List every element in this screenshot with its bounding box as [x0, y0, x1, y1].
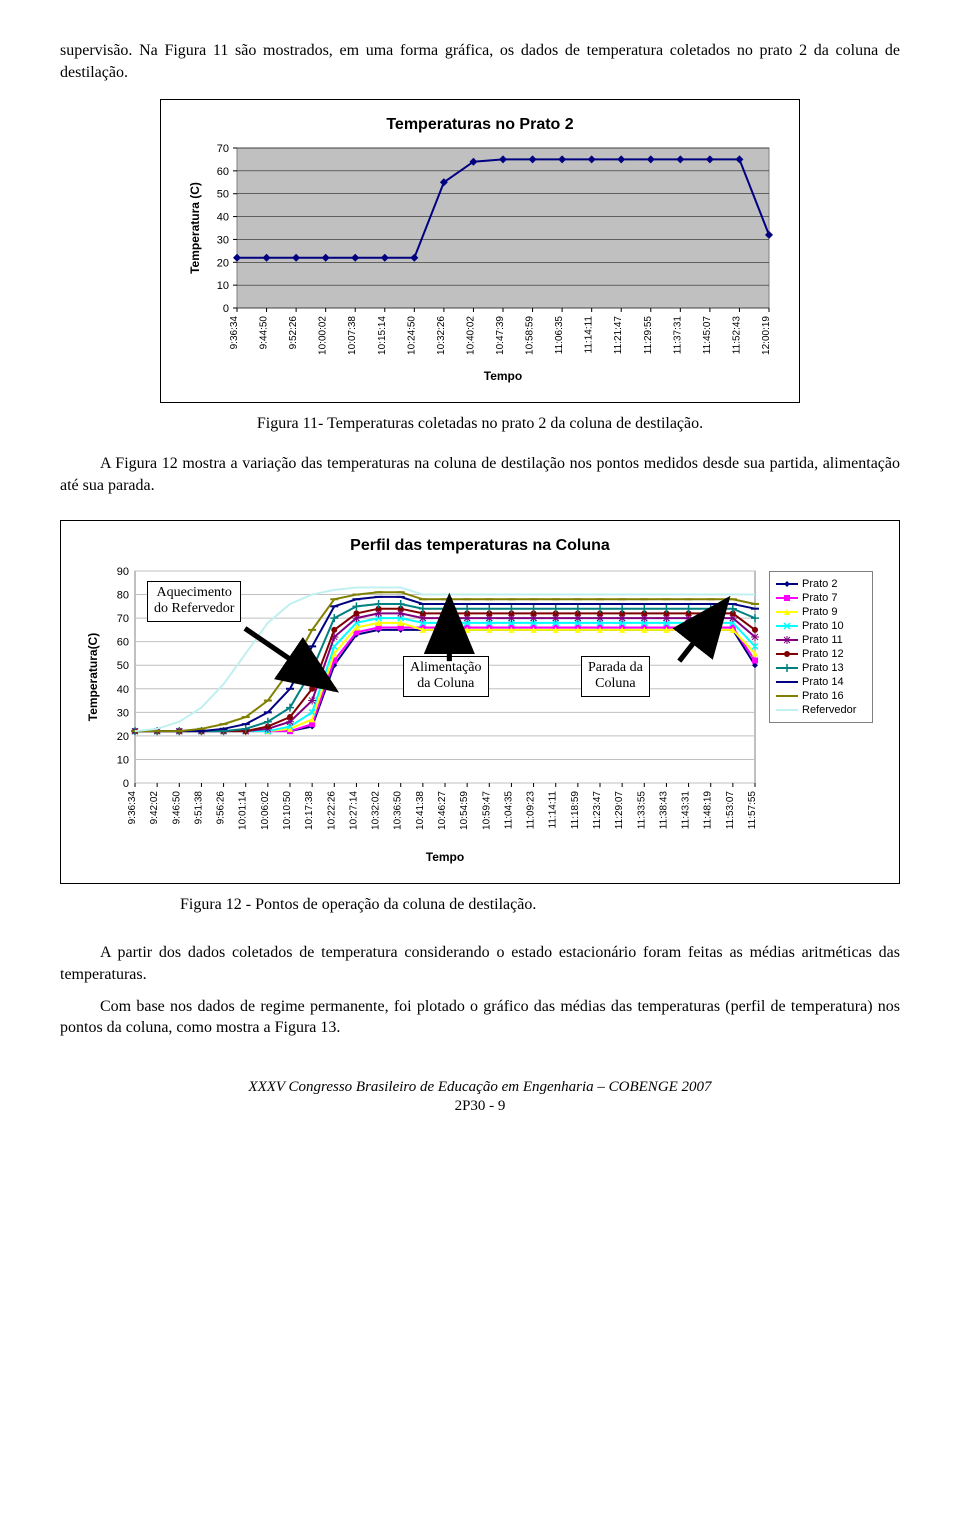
paragraph-2: A Figura 12 mostra a variação das temper…	[60, 453, 900, 496]
svg-text:Temperatura(C): Temperatura(C)	[86, 633, 100, 721]
caption-figura-11: Figura 11- Temperaturas coletadas no pra…	[60, 415, 900, 433]
svg-text:11:21:47: 11:21:47	[613, 316, 624, 355]
svg-text:11:18:59: 11:18:59	[570, 791, 581, 830]
svg-text:9:36:34: 9:36:34	[229, 316, 240, 350]
footer-page: 2P30 - 9	[60, 1098, 900, 1115]
svg-text:30: 30	[217, 235, 229, 247]
svg-text:20: 20	[117, 731, 129, 743]
svg-text:9:36:34: 9:36:34	[127, 791, 138, 825]
svg-text:10:32:26: 10:32:26	[436, 316, 447, 355]
svg-text:10:10:50: 10:10:50	[282, 791, 293, 830]
svg-text:10:54:59: 10:54:59	[459, 791, 470, 830]
svg-text:9:44:50: 9:44:50	[259, 316, 270, 350]
chart2-title: Perfil das temperaturas na Coluna	[83, 537, 877, 555]
svg-text:Temperatura (C): Temperatura (C)	[188, 182, 202, 274]
chart1-title: Temperaturas no Prato 2	[183, 116, 777, 134]
paragraph-4: Com base nos dados de regime permanente,…	[60, 996, 900, 1039]
svg-text:Tempo: Tempo	[426, 850, 464, 864]
ann-aquec-line1: Aquecimento	[157, 585, 232, 600]
svg-text:10:01:14: 10:01:14	[238, 791, 249, 830]
svg-text:70: 70	[217, 144, 229, 155]
svg-text:20: 20	[217, 257, 229, 269]
svg-text:10:46:27: 10:46:27	[437, 791, 448, 830]
svg-text:10:06:02: 10:06:02	[260, 791, 271, 830]
svg-text:10:15:14: 10:15:14	[377, 316, 388, 355]
svg-text:10:27:14: 10:27:14	[348, 791, 359, 830]
svg-text:10:40:02: 10:40:02	[465, 316, 476, 355]
svg-text:11:09:23: 11:09:23	[526, 791, 537, 830]
svg-text:11:29:55: 11:29:55	[643, 316, 654, 355]
svg-text:80: 80	[117, 590, 129, 602]
svg-text:10:22:26: 10:22:26	[326, 791, 337, 830]
svg-text:9:42:02: 9:42:02	[149, 791, 160, 825]
chart1-svg: 0 10 20 30 40 50 60 70 9:36:34 9:44:50 9:52:26 10:0…	[183, 144, 779, 384]
svg-text:11:06:35: 11:06:35	[554, 316, 565, 355]
chart-perfil-temperaturas: Perfil das temperaturas na Coluna 0 10 20 3…	[60, 520, 900, 884]
svg-text:10: 10	[217, 280, 229, 292]
svg-text:40: 40	[217, 212, 229, 224]
svg-text:10:47:39: 10:47:39	[495, 316, 506, 355]
svg-text:11:29:07: 11:29:07	[614, 791, 625, 830]
svg-text:10:07:38: 10:07:38	[347, 316, 358, 355]
svg-text:0: 0	[223, 303, 229, 315]
svg-text:11:57:55: 11:57:55	[747, 791, 758, 830]
svg-text:11:14:11: 11:14:11	[584, 316, 595, 354]
ann-parada-line2: Coluna	[595, 676, 635, 691]
svg-text:60: 60	[117, 637, 129, 649]
footer-congress: XXXV Congresso Brasileiro de Educação em…	[60, 1079, 900, 1096]
caption-figura-12: Figura 12 - Pontos de operação da coluna…	[180, 896, 900, 914]
svg-text:40: 40	[117, 684, 129, 696]
svg-text:11:33:55: 11:33:55	[636, 791, 647, 830]
svg-text:10:00:02: 10:00:02	[318, 316, 329, 355]
svg-text:10:59:47: 10:59:47	[481, 791, 492, 830]
svg-text:60: 60	[217, 166, 229, 178]
ann-aquec-line2: do Refervedor	[154, 601, 234, 616]
svg-text:9:56:26: 9:56:26	[216, 791, 227, 825]
annotation-parada: Parada da Coluna	[581, 656, 650, 696]
intro-paragraph-1: supervisão. Na Figura 11 são mostrados, …	[60, 40, 900, 83]
svg-text:9:51:38: 9:51:38	[193, 791, 204, 825]
paragraph-3: A partir dos dados coletados de temperat…	[60, 942, 900, 985]
chart2-legend: Prato 2 Prato 7 Prato 9 Prato 10 Prato 1…	[769, 571, 873, 723]
svg-text:10:58:59: 10:58:59	[525, 316, 536, 355]
ann-parada-line1: Parada da	[588, 660, 643, 675]
svg-text:9:46:50: 9:46:50	[171, 791, 182, 825]
svg-text:50: 50	[117, 661, 129, 673]
svg-text:10: 10	[117, 755, 129, 767]
svg-text:10:41:38: 10:41:38	[415, 791, 426, 830]
svg-text:90: 90	[117, 566, 129, 578]
svg-text:0: 0	[123, 778, 129, 790]
svg-text:Tempo: Tempo	[484, 369, 522, 383]
svg-text:11:45:07: 11:45:07	[702, 316, 713, 355]
svg-text:10:36:50: 10:36:50	[393, 791, 404, 830]
svg-text:11:37:31: 11:37:31	[672, 316, 683, 355]
svg-text:30: 30	[117, 708, 129, 720]
svg-text:11:23:47: 11:23:47	[592, 791, 603, 830]
svg-text:10:17:38: 10:17:38	[304, 791, 315, 830]
svg-text:11:14:11: 11:14:11	[548, 791, 559, 829]
svg-text:11:43:31: 11:43:31	[681, 791, 692, 830]
chart-temperaturas-prato2: Temperaturas no Prato 2 0 10 20 30 40 50 60 70 9…	[160, 99, 800, 403]
ann-alim-line2: da Coluna	[417, 676, 474, 691]
annotation-aquecimento: Aquecimento do Refervedor	[147, 581, 241, 621]
svg-text:11:04:35: 11:04:35	[503, 791, 514, 830]
svg-text:11:38:43: 11:38:43	[658, 791, 669, 830]
svg-text:11:52:43: 11:52:43	[731, 316, 742, 355]
ann-alim-line1: Alimentação	[410, 660, 482, 675]
annotation-alimentacao: Alimentação da Coluna	[403, 656, 489, 696]
svg-text:70: 70	[117, 613, 129, 625]
svg-text:12:00:19: 12:00:19	[761, 316, 772, 355]
svg-text:10:24:50: 10:24:50	[406, 316, 417, 355]
svg-text:9:52:26: 9:52:26	[288, 316, 299, 350]
svg-text:10:32:02: 10:32:02	[371, 791, 382, 830]
svg-text:50: 50	[217, 189, 229, 201]
svg-text:11:48:19: 11:48:19	[703, 791, 714, 830]
svg-text:11:53:07: 11:53:07	[725, 791, 736, 830]
